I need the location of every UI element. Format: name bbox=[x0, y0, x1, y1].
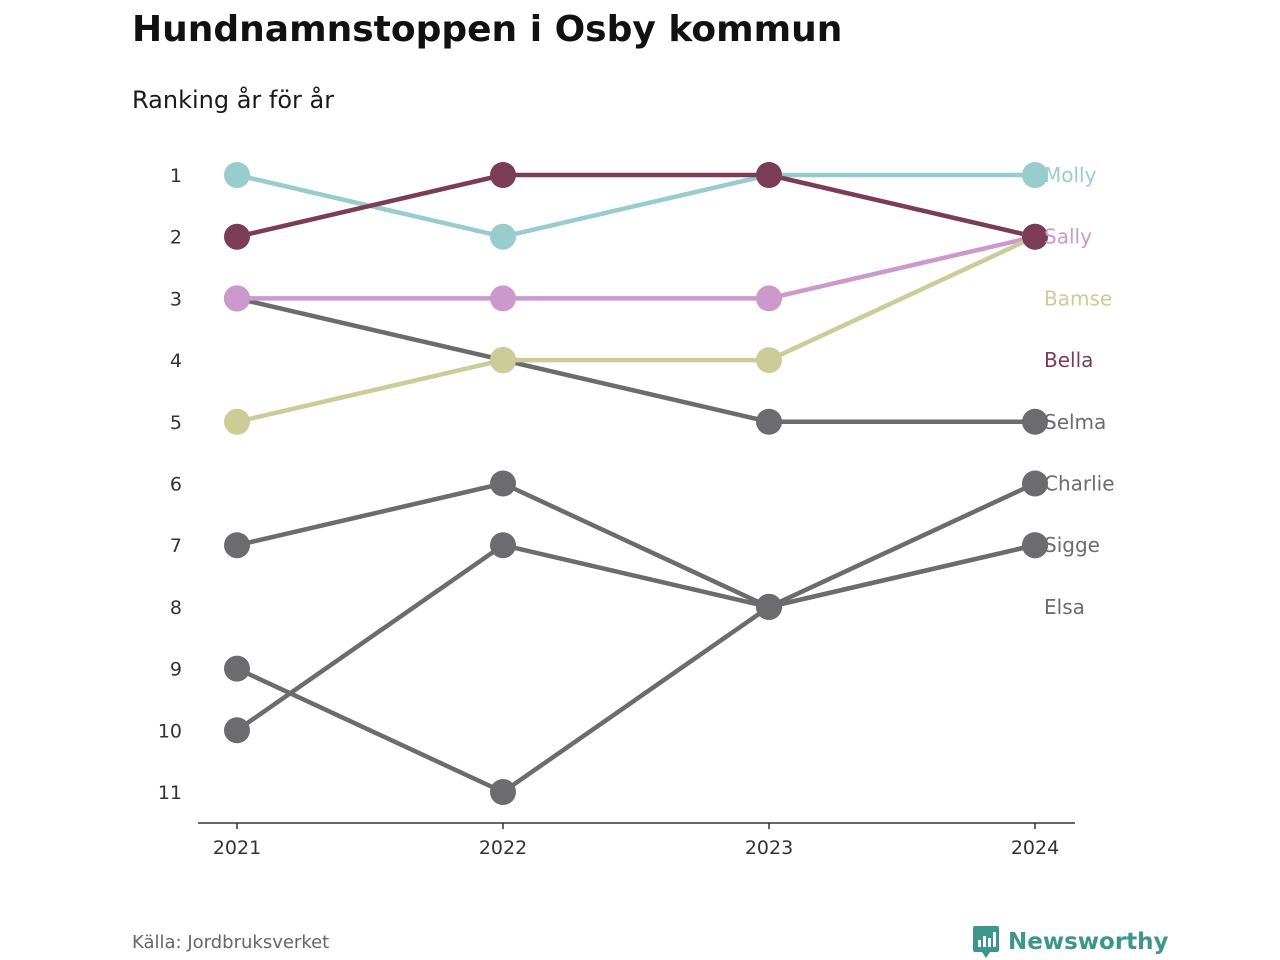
series-label-elsa: Elsa bbox=[1044, 595, 1085, 619]
point-selma-2024 bbox=[1022, 408, 1048, 435]
series-label-charlie: Charlie bbox=[1044, 472, 1115, 496]
point-bella-2024 bbox=[1022, 223, 1048, 250]
point-elsa-2024 bbox=[1022, 532, 1048, 559]
point-sigge-2021 bbox=[224, 532, 250, 559]
point-elsa-2022 bbox=[490, 779, 516, 805]
chart-title: Hundnamnstoppen i Osby kommun bbox=[132, 9, 843, 50]
point-elsa-2023 bbox=[756, 593, 782, 620]
series-line-bamse bbox=[234, 234, 1038, 425]
x-tick-label: 2023 bbox=[745, 837, 793, 859]
point-sally-2022 bbox=[490, 285, 516, 312]
point-molly-2024 bbox=[1022, 162, 1048, 188]
series-labels: Molly Sally Bamse Bella Selma Charlie Sigge Els… bbox=[1044, 163, 1115, 619]
point-bella-2021 bbox=[224, 223, 250, 250]
point-bella-2023 bbox=[756, 162, 782, 188]
y-tick-label: 6 bbox=[170, 474, 182, 496]
y-tick-label: 11 bbox=[158, 782, 182, 804]
bump-chart: 2021 2022 2023 2024 1 2 3 4 5 6 7 8 9 10 11 Molly Sally… bbox=[158, 162, 1115, 859]
y-tick-label: 7 bbox=[170, 535, 182, 557]
y-tick-label: 4 bbox=[170, 350, 182, 372]
series-label-sally: Sally bbox=[1044, 225, 1092, 249]
source-note: Källa: Jordbruksverket bbox=[132, 932, 330, 953]
point-charlie-2024 bbox=[1022, 470, 1048, 497]
point-molly-2021 bbox=[224, 162, 250, 188]
point-bamse-2021 bbox=[224, 408, 250, 435]
brand-logo: Newsworthy bbox=[972, 924, 1169, 960]
point-sally-2021 bbox=[224, 285, 250, 312]
point-bamse-2022 bbox=[490, 347, 516, 374]
chart-bubble-icon bbox=[973, 926, 999, 958]
y-tick-label: 2 bbox=[170, 227, 182, 249]
chart-subtitle: Ranking år för år bbox=[132, 86, 335, 114]
x-tick-label: 2021 bbox=[213, 837, 261, 859]
point-elsa-2021 bbox=[224, 655, 250, 682]
y-tick-label: 8 bbox=[170, 597, 182, 619]
series-label-bamse: Bamse bbox=[1044, 286, 1112, 310]
y-tick-label: 9 bbox=[170, 659, 182, 681]
series-points bbox=[224, 162, 1048, 805]
point-selma-2023 bbox=[756, 408, 782, 435]
point-bamse-2023 bbox=[756, 347, 782, 374]
axes: 2021 2022 2023 2024 1 2 3 4 5 6 7 8 9 10 11 bbox=[158, 165, 1075, 859]
point-molly-2022 bbox=[490, 223, 516, 250]
series-line-charlie bbox=[234, 481, 1038, 733]
brand-name: Newsworthy bbox=[1008, 929, 1169, 955]
point-charlie-2021 bbox=[224, 717, 250, 744]
point-charlie-2022 bbox=[490, 532, 516, 559]
point-sally-2023 bbox=[756, 285, 782, 312]
series-line-elsa bbox=[234, 542, 1038, 795]
series-label-selma: Selma bbox=[1044, 410, 1106, 434]
y-tick-label: 3 bbox=[170, 288, 182, 310]
x-tick-label: 2022 bbox=[479, 837, 527, 859]
series-label-sigge: Sigge bbox=[1044, 533, 1100, 557]
series-line-sally bbox=[234, 234, 1038, 301]
series-line-molly bbox=[234, 172, 1038, 239]
x-tick-label: 2024 bbox=[1011, 837, 1059, 859]
point-sigge-2022 bbox=[490, 470, 516, 497]
series-lines bbox=[234, 172, 1038, 795]
series-label-bella: Bella bbox=[1044, 348, 1093, 372]
series-label-molly: Molly bbox=[1044, 163, 1097, 187]
series-line-sigge bbox=[234, 481, 1038, 610]
series-line-bella bbox=[234, 172, 1038, 239]
point-bella-2022 bbox=[490, 162, 516, 188]
y-tick-label: 5 bbox=[170, 412, 182, 434]
y-tick-label: 1 bbox=[170, 165, 182, 187]
series-line-selma bbox=[234, 296, 1038, 425]
y-tick-label: 10 bbox=[158, 720, 182, 742]
